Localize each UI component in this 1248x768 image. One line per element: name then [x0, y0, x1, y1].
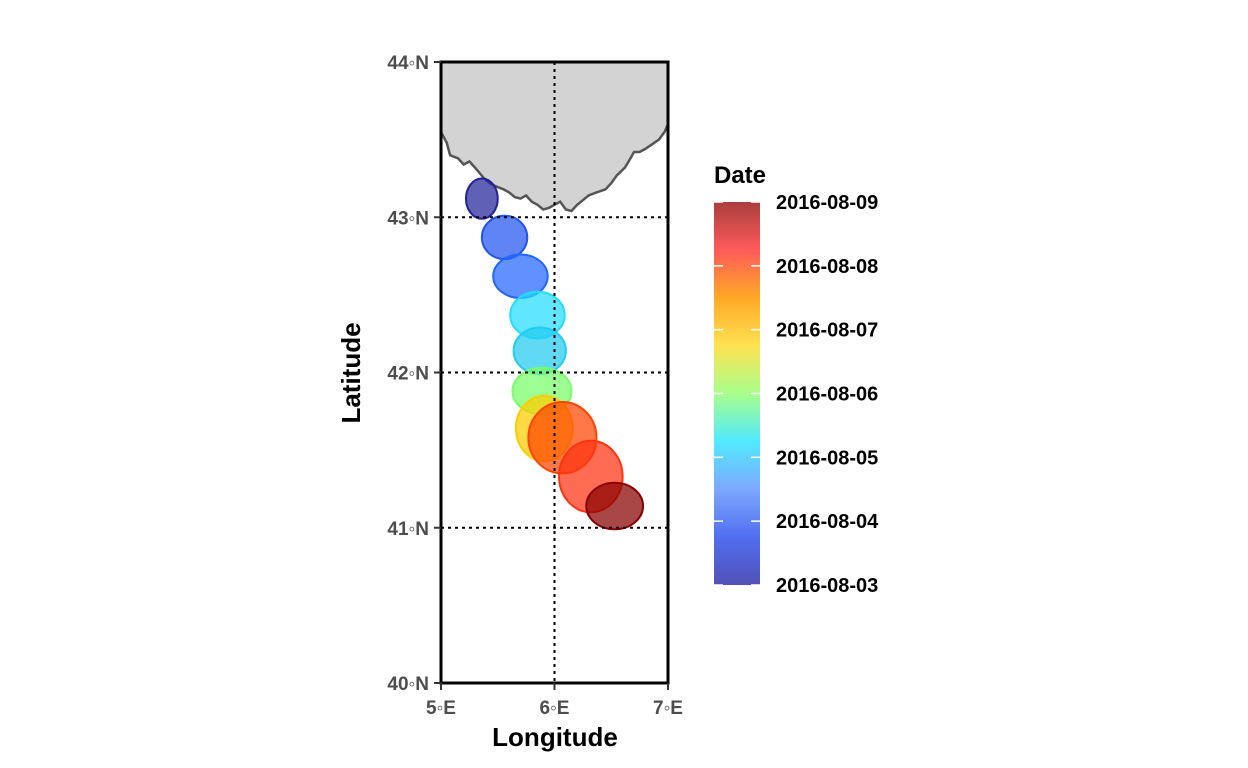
y-tick-label: 42◦N — [387, 364, 429, 385]
legend-title: Date — [714, 162, 766, 189]
y-tick-label: 41◦N — [387, 519, 429, 540]
legend-label: 2016-08-08 — [776, 256, 878, 278]
y-axis-title: Latitude — [336, 322, 366, 423]
x-tick-label: 7◦E — [653, 698, 683, 719]
grid-lines — [441, 62, 668, 683]
legend-label: 2016-08-03 — [776, 575, 878, 597]
track-layer — [464, 177, 645, 531]
x-tick-label: 6◦E — [540, 698, 570, 719]
legend-label: 2016-08-04 — [776, 511, 879, 533]
track-position-blob — [585, 481, 645, 531]
legend-label: 2016-08-09 — [776, 192, 878, 214]
legend-label: 2016-08-06 — [776, 384, 878, 406]
legend: Date 2016-08-092016-08-082016-08-072016-… — [714, 162, 879, 597]
y-tick-label: 40◦N — [387, 674, 429, 695]
x-axis-title: Longitude — [492, 722, 618, 752]
track-position-blob — [480, 214, 529, 261]
map-panel — [439, 60, 670, 685]
legend-label: 2016-08-05 — [776, 447, 878, 469]
y-tick-label: 43◦N — [387, 208, 429, 229]
x-axis: 5◦E 6◦E 7◦E — [426, 683, 683, 719]
legend-ticks: 2016-08-09 2016-08-08 2016-08-07 2016-08-06… — [714, 192, 879, 597]
y-tick-label: 44◦N — [387, 53, 429, 74]
x-tick-label: 5◦E — [426, 698, 456, 719]
track-position-blob — [464, 177, 499, 220]
legend-label: 2016-08-07 — [776, 320, 878, 342]
land-area — [441, 62, 668, 211]
y-axis: 40◦N 41◦N 42◦N 43◦N 44◦N — [387, 53, 441, 695]
